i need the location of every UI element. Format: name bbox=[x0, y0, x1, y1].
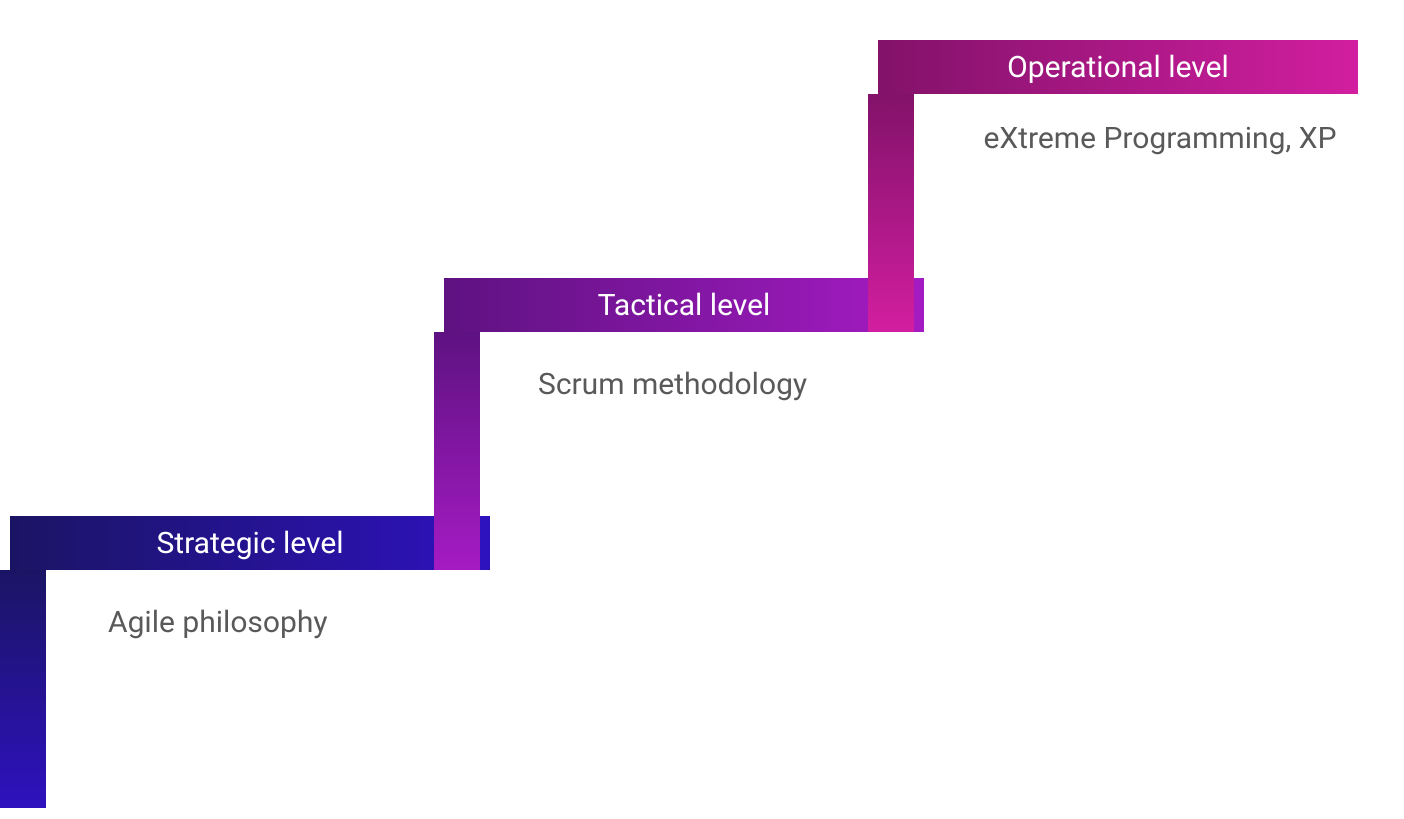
step-strategic-riser bbox=[0, 570, 46, 808]
step-tactical-riser bbox=[434, 332, 480, 570]
step-tactical-desc: Scrum methodology bbox=[538, 366, 918, 404]
staircase-diagram: Strategic level Agile philosophy Tactica… bbox=[0, 0, 1404, 819]
step-operational-header-text: Operational level bbox=[1007, 50, 1229, 85]
step-tactical-header: Tactical level bbox=[444, 278, 924, 332]
step-operational-desc: eXtreme Programming, XP bbox=[960, 120, 1360, 158]
step-operational-header: Operational level bbox=[878, 40, 1358, 94]
step-strategic-desc: Agile philosophy bbox=[108, 604, 488, 642]
step-tactical-header-text: Tactical level bbox=[598, 288, 771, 323]
step-strategic-header: Strategic level bbox=[10, 516, 490, 570]
step-operational-riser bbox=[868, 94, 914, 332]
step-strategic-header-text: Strategic level bbox=[156, 526, 343, 561]
